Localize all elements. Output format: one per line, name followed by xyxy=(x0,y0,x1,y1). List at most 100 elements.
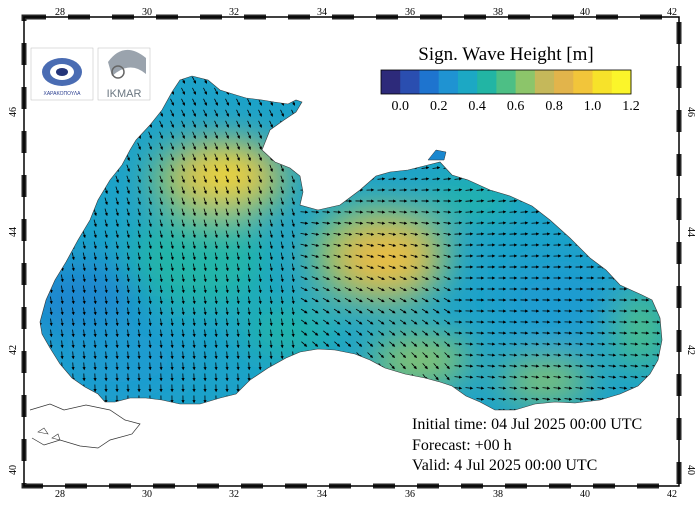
wind-arrow xyxy=(432,287,440,291)
wind-arrow xyxy=(225,98,229,106)
lat-right-44: 44 xyxy=(685,227,696,237)
wind-arrow xyxy=(148,329,152,338)
wind-arrow xyxy=(586,375,595,379)
wind-arrow xyxy=(432,177,441,181)
wind-arrow xyxy=(411,330,418,336)
wind-arrow xyxy=(444,374,450,381)
wind-arrow xyxy=(225,142,229,150)
wind-arrow xyxy=(366,308,374,314)
wind-arrow xyxy=(377,232,386,236)
wind-arrow xyxy=(115,241,119,250)
wind-arrow xyxy=(356,330,363,336)
wind-arrow xyxy=(630,375,639,379)
wind-arrow xyxy=(280,175,284,184)
wind-arrow xyxy=(192,274,196,283)
wind-arrow xyxy=(280,351,284,360)
wind-arrow xyxy=(399,287,407,291)
wind-arrow xyxy=(214,142,218,150)
wind-arrow xyxy=(115,186,119,195)
wind-arrow xyxy=(258,307,262,316)
wind-arrow xyxy=(575,353,584,357)
black-sea-coastline xyxy=(39,75,663,411)
wind-arrow xyxy=(421,221,430,225)
wind-arrow xyxy=(192,241,196,250)
wind-arrow xyxy=(170,109,174,117)
wind-arrow xyxy=(159,175,163,184)
wind-arrow xyxy=(280,219,284,228)
wind-arrow xyxy=(203,164,207,173)
wind-arrow xyxy=(148,263,152,272)
wind-arrow xyxy=(487,210,496,214)
wind-arrow xyxy=(322,297,330,303)
wind-arrow xyxy=(553,397,562,401)
wind-arrow xyxy=(377,177,386,181)
wind-arrow xyxy=(214,285,218,294)
wind-arrow xyxy=(71,263,75,272)
wind-arrow xyxy=(93,307,97,316)
lat-right-40: 40 xyxy=(685,465,696,475)
wind-arrow xyxy=(421,276,429,280)
wind-arrow xyxy=(422,341,429,347)
wind-arrow xyxy=(137,351,141,360)
wind-arrow xyxy=(344,308,352,314)
wind-arrow xyxy=(509,199,518,203)
wind-arrow xyxy=(170,164,174,173)
wind-arrow xyxy=(564,386,573,390)
wind-arrow xyxy=(181,241,185,250)
marmara-coastline xyxy=(29,403,141,449)
right-logo-text: IKMAR xyxy=(107,88,142,100)
wind-arrow xyxy=(388,210,397,214)
wind-arrow xyxy=(258,131,262,139)
wind-arrow xyxy=(181,329,185,338)
wind-arrow xyxy=(323,330,330,336)
wind-arrow xyxy=(236,241,240,250)
wind-arrow xyxy=(170,131,174,139)
wind-arrow xyxy=(236,164,240,173)
wind-arrow xyxy=(203,340,207,349)
wind-arrow xyxy=(225,274,229,283)
wind-arrow xyxy=(148,186,152,195)
wind-arrow xyxy=(553,353,562,357)
wind-arrow xyxy=(192,230,196,239)
wind-arrow xyxy=(432,232,441,236)
wind-arrow xyxy=(214,197,218,206)
wind-arrow xyxy=(498,199,507,203)
wind-arrow xyxy=(137,329,141,338)
wind-arrow xyxy=(148,307,152,316)
wind-arrow xyxy=(388,287,396,291)
wind-arrow xyxy=(269,241,273,250)
wind-arrow xyxy=(443,265,452,269)
wind-arrow xyxy=(159,307,163,316)
wind-arrow xyxy=(400,330,407,336)
colorbar-tick-label: 1.2 xyxy=(622,99,640,114)
wind-arrow xyxy=(137,219,141,228)
wind-arrow xyxy=(641,353,650,357)
wind-arrow xyxy=(49,307,53,316)
wind-arrow xyxy=(258,197,262,206)
wind-arrow xyxy=(192,340,196,349)
wind-arrow xyxy=(311,265,320,269)
wind-arrow xyxy=(236,120,240,128)
wind-arrow xyxy=(181,153,185,162)
legend-title: Sign. Wave Height [m] xyxy=(418,44,594,65)
wind-arrow xyxy=(126,318,130,327)
wind-arrow xyxy=(236,208,240,217)
wind-arrow xyxy=(148,142,152,150)
wind-arrow xyxy=(443,232,452,236)
wind-arrow xyxy=(192,164,196,173)
wind-arrow xyxy=(280,109,284,117)
wind-arrow xyxy=(465,188,474,192)
wind-arrow xyxy=(214,307,218,316)
wind-arrow xyxy=(181,351,185,360)
wind-arrow xyxy=(225,186,229,195)
wind-arrow xyxy=(388,221,397,225)
wind-arrow xyxy=(366,243,375,247)
wind-arrow xyxy=(60,296,64,305)
wind-arrow xyxy=(159,340,163,349)
wind-arrow xyxy=(291,329,295,338)
wind-arrow xyxy=(280,263,284,272)
wind-arrow xyxy=(476,397,485,401)
wind-arrow xyxy=(247,219,251,228)
wind-arrow xyxy=(333,276,341,280)
wind-arrow xyxy=(542,353,551,357)
